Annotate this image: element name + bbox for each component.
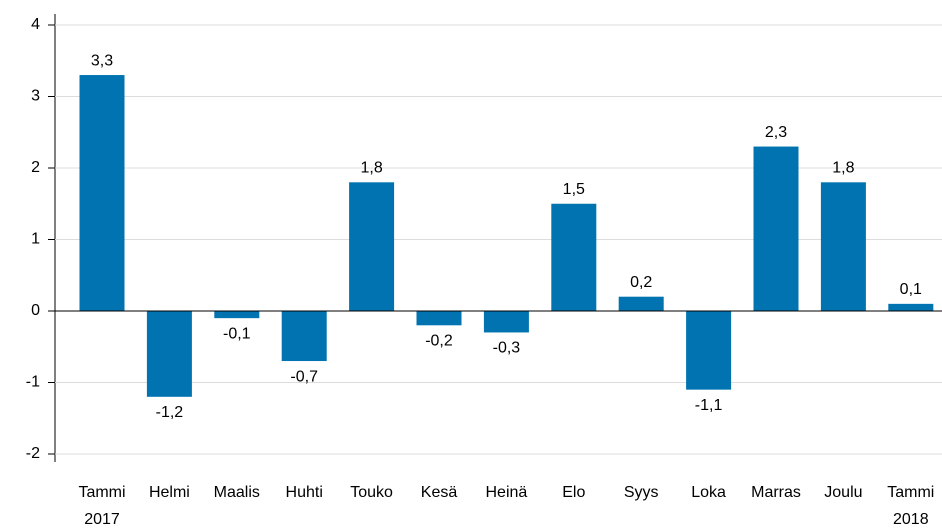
bar (820, 182, 866, 311)
value-label: 1,5 (563, 181, 585, 198)
value-label: 1,8 (832, 160, 854, 177)
value-label: -1,2 (156, 404, 184, 421)
x-tick-label: Tammi 2017 (78, 484, 125, 528)
value-label: -0,7 (290, 368, 318, 385)
y-tick-label: 3 (31, 88, 40, 105)
y-tick-label: 2 (31, 159, 40, 176)
x-tick-label: Maalis (214, 484, 260, 501)
x-tick-label: Marras (751, 484, 801, 501)
bar (416, 311, 462, 326)
value-label: 0,1 (900, 281, 922, 298)
value-label: -1,1 (695, 397, 723, 414)
value-label: -0,1 (223, 325, 251, 342)
value-label: 1,8 (360, 160, 382, 177)
x-tick-label: Helmi (149, 484, 190, 501)
value-label: -0,3 (493, 340, 521, 357)
bar (214, 311, 260, 319)
bar (618, 296, 664, 311)
bar (281, 311, 327, 362)
x-tick-label: Syys (624, 484, 659, 501)
x-tick-label: Heinä (485, 484, 527, 501)
bar (753, 146, 799, 311)
y-tick-label: 0 (31, 302, 40, 319)
x-tick-label: Joulu (824, 484, 862, 501)
x-tick-label: Elo (562, 484, 585, 501)
y-tick-label: -2 (26, 445, 40, 462)
bar (686, 311, 732, 390)
bar (349, 182, 395, 311)
bar (551, 203, 597, 311)
bar (888, 303, 934, 311)
value-label: 3,3 (91, 52, 113, 69)
value-label: 2,3 (765, 124, 787, 141)
x-tick-label: Huhti (286, 484, 323, 501)
x-tick-label: Kesä (421, 484, 458, 501)
bar (483, 311, 529, 333)
x-tick-label: Loka (691, 484, 726, 501)
x-tick-label: Touko (350, 484, 393, 501)
bar (79, 75, 125, 311)
y-tick-label: 4 (31, 16, 40, 33)
value-label: 0,2 (630, 274, 652, 291)
x-tick-label: Tammi 2018 (887, 484, 934, 528)
value-label: -0,2 (425, 333, 453, 350)
y-tick-label: -1 (26, 374, 40, 391)
y-tick-label: 1 (31, 231, 40, 248)
bar (146, 311, 192, 397)
